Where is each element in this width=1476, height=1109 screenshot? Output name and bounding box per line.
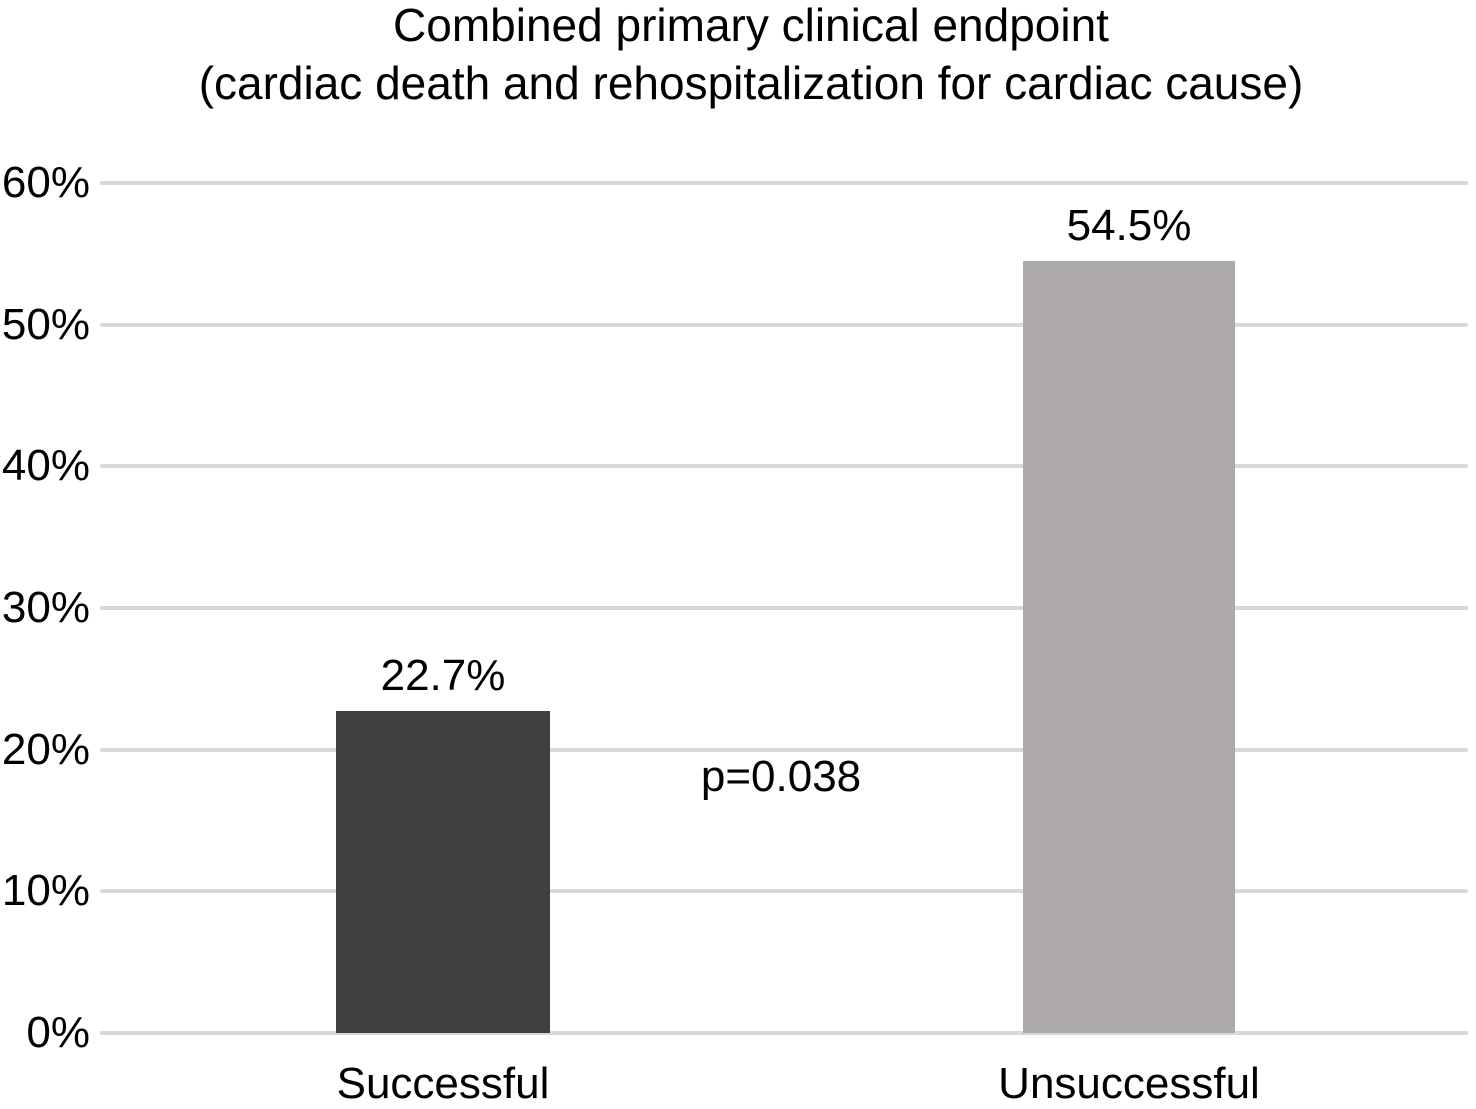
gridline-10 xyxy=(100,889,1468,894)
bar-successful: 22.7% Successful xyxy=(336,653,550,1106)
gridline-40 xyxy=(100,464,1468,469)
gridline-60 xyxy=(100,181,1468,185)
chart-title: Combined primary clinical endpoint (card… xyxy=(13,0,1476,112)
gridline-50 xyxy=(100,322,1468,327)
gridline-30 xyxy=(100,606,1468,610)
ytick-label-60: 60% xyxy=(1,158,90,207)
gridline-20 xyxy=(100,747,1468,752)
x-category-label-unsuccessful: Unsuccessful xyxy=(998,1058,1260,1108)
bar-unsuccessful: 54.5% Unsuccessful xyxy=(998,202,1260,1106)
ytick-label-0: 0% xyxy=(26,1008,90,1057)
p-value-annotation: p=0.038 xyxy=(700,752,862,801)
chart-title-line1: Combined primary clinical endpoint xyxy=(393,0,1109,51)
ytick-label-50: 50% xyxy=(1,299,90,349)
x-category-label-successful: Successful xyxy=(336,1058,550,1108)
bar-value-label-successful: 22.7% xyxy=(380,651,506,701)
ytick-label-30: 30% xyxy=(1,583,90,632)
ytick-label-10: 10% xyxy=(1,866,90,916)
gridline-0 xyxy=(100,1031,1468,1035)
ytick-label-40: 40% xyxy=(1,441,90,491)
ytick-label-20: 20% xyxy=(1,724,90,774)
chart-title-line2: (cardiac death and rehospitalization for… xyxy=(198,57,1304,109)
bar-value-label-unsuccessful: 54.5% xyxy=(1066,200,1192,250)
